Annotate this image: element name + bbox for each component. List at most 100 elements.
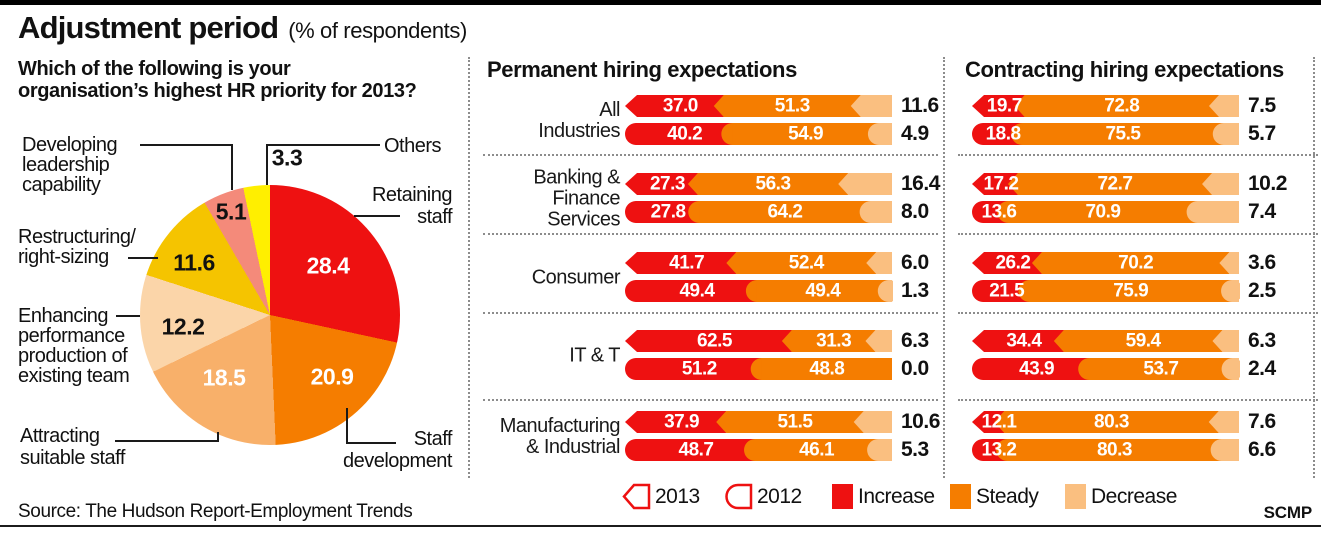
svg-text:72.7: 72.7 (1097, 174, 1132, 195)
category-label-banking-finance-services: Banking & Finance Services (533, 166, 620, 231)
decrease-2013-permanent-hiring-expectations-manufacturing-industrial: 10.6 (901, 410, 940, 433)
row-divider-contracting-hiring-expectations-0 (958, 154, 1318, 156)
top-rule (0, 0, 1321, 5)
decrease-2012-permanent-hiring-expectations-banking-finance-services: 8.0 (901, 200, 929, 223)
pie-value-retaining-staff: 28.4 (306, 252, 350, 279)
svg-text:70.2: 70.2 (1118, 253, 1153, 274)
pie-label-enhancing-performance: Enhancing performance production of exis… (18, 305, 130, 387)
svg-text:21.5: 21.5 (989, 281, 1025, 302)
svg-text:75.5: 75.5 (1105, 124, 1141, 145)
decrease-2013-permanent-hiring-expectations-consumer: 6.0 (901, 251, 929, 274)
bar-2013-contracting-hiring-expectations-consumer: 26.2 70.2 (972, 252, 1240, 279)
svg-text:48.8: 48.8 (809, 359, 844, 380)
bar-2013-permanent-hiring-expectations-banking-finance-services: 27.3 56.3 (625, 173, 893, 200)
legend-steady-label: Steady (976, 485, 1039, 508)
page-title-row: Adjustment period (% of respondents) (18, 10, 467, 46)
bar-2013-contracting-hiring-expectations-manufacturing-industrial: 12.1 80.3 (972, 411, 1240, 438)
svg-text:51.2: 51.2 (682, 359, 717, 380)
pie-value-attracting-suitable-staff: 18.5 (202, 364, 246, 391)
decrease-2012-contracting-hiring-expectations-consumer: 2.5 (1248, 279, 1276, 302)
bar-2012-contracting-hiring-expectations-consumer: 21.5 75.9 (972, 280, 1244, 307)
svg-text:52.4: 52.4 (789, 253, 825, 274)
decrease-2013-permanent-hiring-expectations-banking-finance-services: 16.4 (901, 172, 940, 195)
svg-text:37.0: 37.0 (663, 96, 698, 117)
pie-label-retaining-staff: Retaining staff (371, 184, 453, 228)
pie-label-restructuring: Restructuring/ right-sizing (18, 226, 136, 268)
decrease-2013-contracting-hiring-expectations-it-t: 6.3 (1248, 329, 1276, 352)
bar-2013-permanent-hiring-expectations-all-industries: 37.0 51.3 (625, 95, 893, 122)
pie-label-attracting-staff: Attracting suitable staff (20, 425, 125, 469)
pie-label-developing-leadership: Developing leadership capability (22, 134, 118, 196)
decrease-2013-contracting-hiring-expectations-consumer: 3.6 (1248, 251, 1276, 274)
svg-text:26.2: 26.2 (995, 253, 1030, 274)
separator-left (468, 57, 470, 478)
contracting-heading: Contracting hiring expectations (965, 57, 1284, 82)
svg-text:53.7: 53.7 (1143, 359, 1178, 380)
svg-text:51.3: 51.3 (775, 96, 810, 117)
svg-text:27.8: 27.8 (651, 202, 686, 223)
decrease-2012-contracting-hiring-expectations-manufacturing-industrial: 6.6 (1248, 438, 1276, 461)
category-label-all-industries: All Industries (538, 99, 620, 142)
legend-decrease-swatch (1065, 484, 1086, 509)
svg-text:41.7: 41.7 (669, 253, 704, 274)
decrease-2013-contracting-hiring-expectations-all-industries: 7.5 (1248, 94, 1276, 117)
decrease-2012-permanent-hiring-expectations-manufacturing-industrial: 5.3 (901, 438, 929, 461)
svg-text:27.3: 27.3 (650, 174, 685, 195)
svg-text:43.9: 43.9 (1019, 359, 1054, 380)
bar-2012-permanent-hiring-expectations-manufacturing-industrial: 48.7 46.1 (625, 439, 893, 466)
pie-value-staff-development: 20.9 (310, 363, 354, 390)
svg-text:62.5: 62.5 (697, 331, 733, 352)
svg-text:19.7: 19.7 (987, 96, 1022, 117)
legend-steady-swatch (950, 484, 971, 509)
svg-text:49.4: 49.4 (805, 281, 841, 302)
svg-text:64.2: 64.2 (767, 202, 802, 223)
bar-2012-permanent-hiring-expectations-consumer: 49.4 49.4 (625, 280, 900, 307)
pie-value-restructuring-right-sizing: 11.6 (173, 249, 215, 276)
decrease-2013-permanent-hiring-expectations-it-t: 6.3 (901, 329, 929, 352)
decrease-2012-permanent-hiring-expectations-it-t: 0.0 (901, 357, 929, 380)
pie-value-developing-leadership-capability: 5.1 (215, 198, 247, 225)
decrease-2013-contracting-hiring-expectations-manufacturing-industrial: 7.6 (1248, 410, 1276, 433)
row-divider-contracting-hiring-expectations-3 (958, 399, 1318, 401)
decrease-2013-permanent-hiring-expectations-all-industries: 11.6 (901, 94, 939, 117)
row-divider-permanent-hiring-expectations-2 (483, 312, 938, 314)
svg-text:75.9: 75.9 (1113, 281, 1148, 302)
pie-value-enhancing-performance-production-of-existing-team: 12.2 (161, 313, 205, 340)
bar-2013-contracting-hiring-expectations-banking-finance-services: 17.2 72.7 (972, 173, 1240, 200)
svg-text:37.9: 37.9 (664, 412, 699, 433)
pie-label-others: Others (384, 135, 442, 157)
bar-2013-permanent-hiring-expectations-it-t: 62.5 31.3 (625, 330, 893, 357)
legend-2012-label: 2012 (757, 485, 802, 508)
legend-decrease-label: Decrease (1091, 485, 1177, 508)
legend-2012-round-icon (724, 483, 753, 515)
bar-2012-permanent-hiring-expectations-it-t: 51.2 48.8 (625, 358, 893, 385)
svg-text:80.3: 80.3 (1094, 412, 1129, 433)
bar-2013-permanent-hiring-expectations-consumer: 41.7 52.4 (625, 252, 893, 279)
svg-text:34.4: 34.4 (1006, 331, 1042, 352)
decrease-2012-permanent-hiring-expectations-all-industries: 4.9 (901, 122, 929, 145)
row-divider-contracting-hiring-expectations-1 (958, 233, 1318, 235)
svg-text:70.9: 70.9 (1085, 202, 1120, 223)
legend-2013-label: 2013 (655, 485, 700, 508)
svg-text:51.5: 51.5 (777, 412, 813, 433)
separator-middle (943, 57, 945, 478)
permanent-heading: Permanent hiring expectations (487, 57, 797, 82)
bar-2012-permanent-hiring-expectations-all-industries: 40.2 54.9 (625, 123, 893, 150)
pie-question: Which of the following is your organisat… (18, 58, 417, 102)
category-label-it-t: IT & T (569, 344, 620, 367)
bar-2012-permanent-hiring-expectations-banking-finance-services: 27.8 64.2 (625, 201, 893, 228)
bar-2013-contracting-hiring-expectations-all-industries: 19.7 72.8 (972, 95, 1240, 122)
bar-2012-contracting-hiring-expectations-banking-finance-services: 13.6 70.9 (972, 201, 1240, 228)
separator-right (1313, 57, 1315, 478)
svg-text:48.7: 48.7 (679, 440, 714, 461)
source-text: Source: The Hudson Report-Employment Tre… (18, 501, 413, 522)
row-divider-contracting-hiring-expectations-2 (958, 312, 1318, 314)
bar-2012-contracting-hiring-expectations-all-industries: 18.8 75.5 (972, 123, 1240, 150)
svg-text:13.6: 13.6 (982, 202, 1017, 223)
pie-value-others: 3.3 (271, 144, 303, 171)
svg-text:12.1: 12.1 (982, 412, 1018, 433)
svg-text:49.4: 49.4 (679, 281, 715, 302)
row-divider-permanent-hiring-expectations-3 (483, 399, 938, 401)
legend-increase-label: Increase (858, 485, 935, 508)
